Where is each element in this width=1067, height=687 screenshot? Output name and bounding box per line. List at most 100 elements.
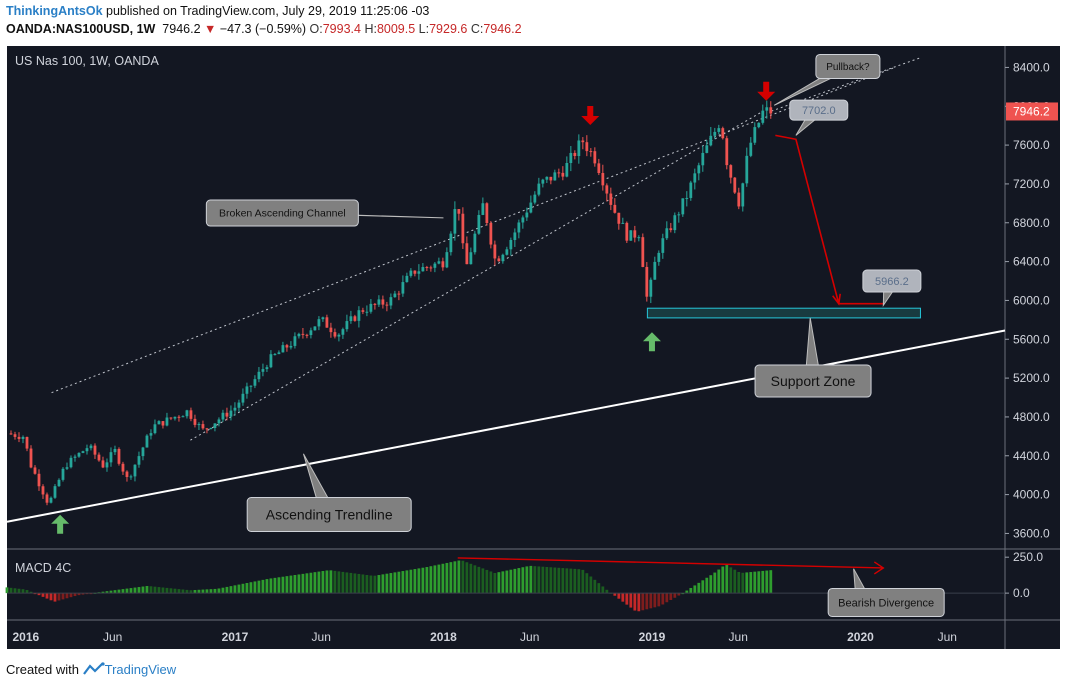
macd-bar — [557, 567, 561, 594]
candle-body — [41, 486, 45, 495]
tradingview-brand[interactable]: TradingView — [104, 662, 177, 677]
candle-body — [657, 252, 661, 262]
support-zone-box — [646, 307, 921, 319]
candle-body — [761, 110, 765, 123]
ascending-trendline — [6, 329, 1006, 523]
candle-body — [513, 232, 517, 241]
macd-bar — [293, 575, 297, 594]
macd-bar — [241, 583, 245, 594]
y-tick-label: 7600.0 — [1013, 138, 1050, 152]
macd-bar — [657, 593, 661, 607]
macd-bar — [605, 589, 609, 594]
candle-body — [193, 418, 197, 425]
channel-upper-line — [51, 66, 895, 394]
candle-body — [705, 145, 709, 153]
candle-body — [629, 230, 633, 241]
candle-body — [501, 254, 505, 262]
candle-body — [593, 151, 597, 164]
macd-bar — [649, 593, 653, 609]
macd-bar — [269, 578, 273, 594]
callout-box — [246, 497, 412, 533]
macd-bar — [525, 566, 529, 594]
candle-body — [85, 448, 89, 452]
callout: 5966.2 — [862, 269, 922, 307]
candle-body — [273, 354, 277, 356]
macd-bar — [105, 591, 109, 594]
macd-bar — [345, 572, 349, 594]
callout-text: Pullback? — [826, 62, 870, 73]
macd-bar — [593, 579, 597, 594]
macd-bar — [217, 588, 221, 594]
footer: Created with TradingView — [6, 662, 176, 677]
macd-bar — [469, 563, 473, 594]
macd-bar — [385, 573, 389, 594]
candle-body — [129, 476, 133, 478]
macd-bar — [337, 571, 341, 594]
candle-body — [477, 214, 481, 234]
macd-bar — [529, 565, 533, 594]
candle-body — [489, 223, 493, 245]
candle-body — [753, 127, 757, 143]
candle-body — [101, 460, 105, 468]
candle-body — [325, 317, 329, 328]
macd-bar — [757, 571, 761, 594]
price-chart[interactable]: 8400.08000.07600.07200.06800.06400.06000… — [0, 40, 1067, 655]
last-price-tag — [1006, 102, 1058, 121]
candle-body — [33, 467, 37, 474]
callout: Broken Ascending Channel — [205, 199, 444, 227]
macd-bar — [301, 573, 305, 594]
macd-bar — [181, 589, 185, 594]
candle-body — [641, 237, 645, 267]
candle-body — [181, 416, 185, 418]
candle-body — [281, 345, 285, 353]
candle-body — [197, 424, 201, 426]
candle-body — [617, 212, 621, 224]
macd-bar — [673, 593, 677, 598]
candle-body — [45, 494, 49, 503]
candle-body — [517, 222, 521, 233]
macd-bar — [265, 579, 269, 594]
callout-text: 7702.0 — [802, 105, 836, 117]
candle-body — [77, 452, 81, 457]
macd-bar — [229, 586, 233, 594]
author-link[interactable]: ThinkingAntsOk — [6, 4, 103, 18]
candle-body — [145, 435, 149, 448]
macd-bar — [45, 593, 49, 599]
x-tick-label: 2017 — [222, 630, 249, 644]
symbol-line: OANDA:NAS100USD, 1W 7946.2 ▼ −47.3 (−0.5… — [6, 22, 522, 36]
macd-bar — [769, 570, 773, 594]
candle-body — [173, 416, 177, 419]
candle-body — [205, 428, 209, 430]
callout-box — [862, 269, 922, 293]
open-label: O: — [309, 22, 323, 36]
macd-bar — [257, 580, 261, 594]
macd-bar — [357, 573, 361, 594]
macd-bar — [221, 587, 225, 594]
projection-path — [775, 134, 884, 305]
macd-bar — [57, 593, 61, 601]
y-tick-label: 5200.0 — [1013, 371, 1050, 385]
macd-bar — [621, 593, 625, 602]
low-label: L: — [418, 22, 430, 36]
candle-body — [97, 454, 101, 461]
candle-body — [581, 140, 585, 143]
candle-body — [229, 410, 233, 417]
macd-bar — [713, 572, 717, 594]
macd-bar — [693, 585, 697, 594]
chart-title: US Nas 100, 1W, OANDA — [15, 54, 159, 68]
macd-bar — [741, 572, 745, 594]
macd-tick-label: 250.0 — [1013, 550, 1043, 564]
candle-body — [37, 473, 41, 487]
candle-body — [69, 457, 73, 468]
callout-box — [815, 53, 881, 79]
y-tick-label: 4800.0 — [1013, 410, 1050, 424]
macd-bar — [349, 572, 353, 594]
candle-body — [113, 448, 117, 453]
macd-bar — [729, 567, 733, 594]
candle-body — [185, 410, 189, 417]
candle-body — [597, 163, 601, 174]
macd-bar — [277, 577, 281, 594]
macd-bar — [701, 580, 705, 594]
macd-bar — [193, 590, 197, 594]
macd-bar — [541, 566, 545, 594]
